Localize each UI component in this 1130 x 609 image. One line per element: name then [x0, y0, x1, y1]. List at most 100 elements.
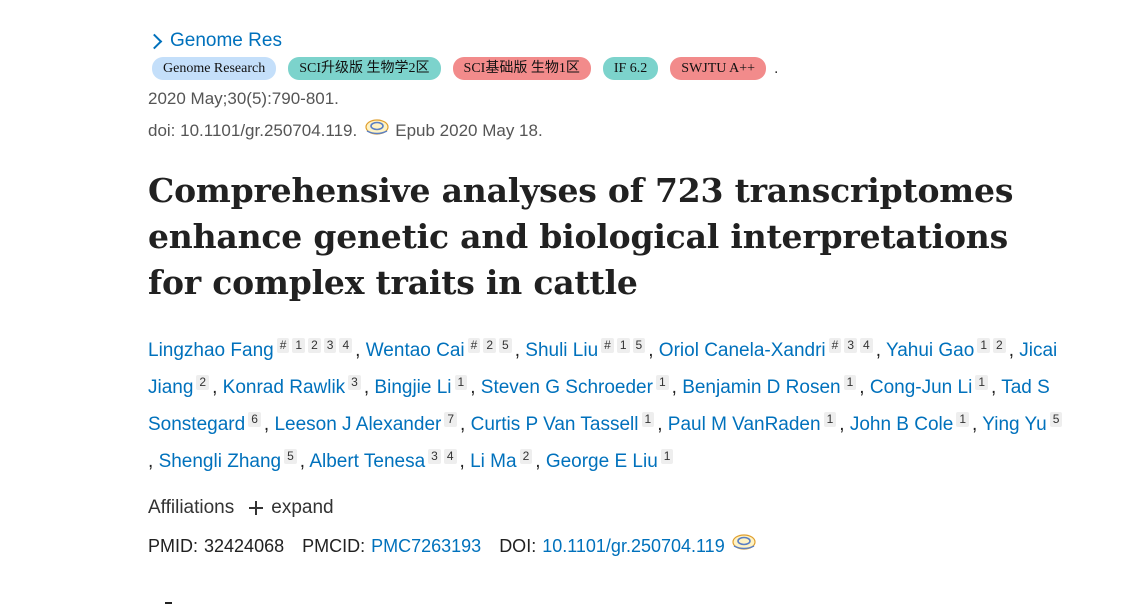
affiliation-ref[interactable]: 1: [823, 412, 837, 427]
author-link[interactable]: Ying Yu: [982, 414, 1047, 435]
affiliation-ref[interactable]: 1: [975, 375, 988, 390]
affiliation-ref[interactable]: 2: [519, 449, 533, 464]
affiliation-ref[interactable]: 4: [860, 338, 873, 353]
author-item: Steven G Schroeder 1: [480, 375, 672, 398]
affiliation-refs: 1: [975, 366, 991, 396]
affiliation-ref[interactable]: 4: [339, 338, 353, 353]
affiliation-ref[interactable]: 3: [323, 338, 337, 353]
pmcid-link[interactable]: PMC7263193: [371, 536, 482, 556]
doi-lookup-icon[interactable]: [364, 118, 390, 136]
affiliation-ref[interactable]: 2: [993, 338, 1006, 353]
author-link[interactable]: Lingzhao Fang: [148, 340, 274, 361]
doi-link[interactable]: 10.1101/gr.250704.119: [542, 536, 725, 556]
affiliation-ref[interactable]: 3: [348, 375, 361, 390]
text-caret: [165, 602, 172, 604]
affiliation-ref[interactable]: 1: [977, 338, 991, 353]
affiliation-ref[interactable]: 1: [660, 449, 674, 464]
author-item: Yahui Gao 1 2: [885, 338, 1009, 361]
affiliation-refs: 1: [823, 403, 840, 433]
affiliation-ref[interactable]: 2: [196, 375, 210, 390]
affiliation-ref[interactable]: 1: [843, 375, 857, 390]
pmcid-label: PMCID:: [302, 536, 366, 556]
author-link[interactable]: Li Ma: [470, 451, 517, 472]
affiliation-refs: 5: [284, 440, 300, 470]
affiliation-refs: #1 2 3 4: [276, 329, 355, 359]
doi-text: doi: 10.1101/gr.250704.119.: [148, 121, 358, 140]
badge-swjtu: SWJTU A++: [670, 57, 767, 80]
affiliation-ref[interactable]: 1: [454, 375, 468, 390]
affiliation-refs: 2: [196, 366, 212, 396]
affiliation-refs: 6: [248, 403, 264, 433]
affiliation-ref[interactable]: 7: [444, 412, 458, 427]
affiliation-refs: 2: [519, 440, 536, 470]
author-item: Benjamin D Rosen 1: [682, 375, 859, 398]
author-link[interactable]: Yahui Gao: [885, 340, 975, 361]
doi-line: doi: 10.1101/gr.250704.119. Epub 2020 Ma…: [148, 118, 543, 141]
author-link[interactable]: Konrad Rawlik: [222, 377, 346, 398]
author-link[interactable]: Steven G Schroeder: [480, 377, 653, 398]
affiliation-ref: #: [828, 338, 842, 353]
author-item: Jicai Jiang 2: [148, 340, 1057, 398]
author-item: Tad S Sonstegard 6: [148, 377, 1050, 435]
author-item: Paul M VanRaden 1: [667, 412, 840, 435]
affiliation-refs: #2 5: [467, 329, 515, 359]
author-link[interactable]: John B Cole: [849, 414, 954, 435]
author-link[interactable]: Leeson J Alexander: [274, 414, 442, 435]
affiliation-refs: 1: [655, 366, 672, 396]
doi-lookup-icon[interactable]: [731, 533, 757, 551]
author-link[interactable]: George E Liu: [545, 451, 658, 472]
badge-sci-upgrade: SCI升级版 生物学2区: [288, 57, 441, 80]
affiliation-ref[interactable]: 5: [1049, 412, 1063, 427]
doi-label: DOI:: [499, 536, 537, 556]
affiliation-ref[interactable]: 1: [292, 338, 306, 353]
affiliation-ref[interactable]: 5: [632, 338, 646, 353]
author-link[interactable]: Paul M VanRaden: [667, 414, 821, 435]
plus-icon[interactable]: [249, 501, 264, 515]
author-item: Lingzhao Fang #1 2 3 4: [148, 338, 355, 361]
affiliation-ref[interactable]: 3: [428, 449, 441, 464]
journal-row: Genome Res: [146, 29, 282, 53]
author-link[interactable]: Shengli Zhang: [158, 451, 282, 472]
journal-link[interactable]: Genome Res: [170, 30, 282, 51]
author-link[interactable]: Cong-Jun Li: [869, 377, 973, 398]
author-link[interactable]: Oriol Canela-Xandri: [658, 340, 826, 361]
author-link[interactable]: Jicai Jiang: [148, 340, 1058, 398]
author-item: Oriol Canela-Xandri #3 4: [658, 338, 876, 361]
affiliation-ref[interactable]: 2: [483, 338, 497, 353]
author-item: John B Cole 1: [849, 412, 972, 435]
affiliation-refs: 1: [956, 403, 972, 433]
author-link[interactable]: Tad S Sonstegard: [148, 377, 1050, 435]
affiliation-ref[interactable]: 2: [308, 338, 321, 353]
author-link[interactable]: Benjamin D Rosen: [682, 377, 841, 398]
affiliations-row[interactable]: Affiliations expand: [148, 497, 334, 519]
author-link[interactable]: Albert Tenesa: [309, 451, 426, 472]
badge-journal: Genome Research: [152, 57, 277, 80]
expand-toggle[interactable]: expand: [271, 497, 334, 518]
affiliation-ref[interactable]: 6: [248, 412, 261, 427]
affiliation-refs: 1: [843, 366, 860, 396]
chevron-right-icon: [146, 33, 163, 49]
affiliation-ref[interactable]: 1: [655, 375, 669, 390]
affiliation-ref: #: [601, 338, 614, 353]
affiliation-ref[interactable]: 1: [641, 412, 655, 427]
author-item: Shengli Zhang 5: [158, 449, 300, 472]
author-link[interactable]: Wentao Cai: [365, 340, 465, 361]
author-link[interactable]: Shuli Liu: [525, 340, 599, 361]
article-title: Comprehensive analyses of 723 transcript…: [148, 171, 1014, 302]
author-link[interactable]: Bingjie Li: [374, 377, 452, 398]
affiliation-refs: #3 4: [828, 329, 876, 359]
affiliations-label: Affiliations: [148, 497, 235, 518]
affiliation-ref[interactable]: 4: [443, 449, 457, 464]
badge-impact-factor: IF 6.2: [602, 57, 659, 80]
affiliation-ref[interactable]: 3: [844, 338, 858, 353]
pmid-value: 32424068: [204, 536, 285, 556]
affiliation-ref[interactable]: 1: [616, 338, 630, 353]
author-link[interactable]: Curtis P Van Tassell: [470, 414, 639, 435]
badge-trailer: .: [774, 59, 779, 77]
author-item: Albert Tenesa 3 4: [309, 449, 459, 472]
epub-date: Epub 2020 May 18.: [395, 121, 543, 140]
affiliation-ref[interactable]: 5: [499, 338, 512, 353]
affiliation-ref[interactable]: 1: [956, 412, 970, 427]
affiliation-ref[interactable]: 5: [284, 449, 297, 464]
